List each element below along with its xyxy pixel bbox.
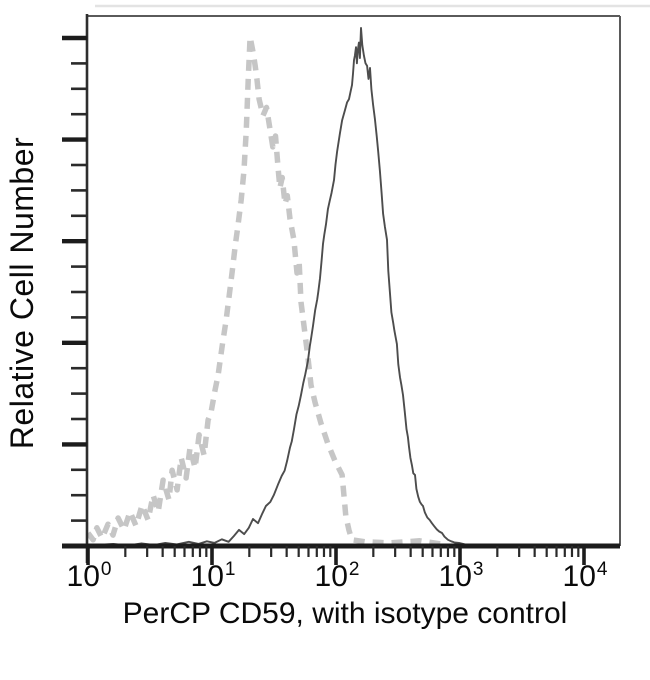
tick-exponent: 0: [100, 559, 112, 580]
tick-exponent: 4: [596, 559, 608, 580]
tick-base: 10: [190, 560, 224, 593]
curves-layer: [85, 27, 583, 547]
tick-base: 10: [438, 560, 472, 593]
plot-frame: [62, 14, 621, 563]
x-tick-label-10e3: 103: [438, 559, 484, 594]
y-axis-ticks: [62, 35, 87, 522]
tick-exponent: 3: [472, 559, 484, 580]
y-axis-label: Relative Cell Number: [4, 136, 40, 450]
x-axis-label: PerCP CD59, with isotype control: [122, 597, 568, 630]
percp-cd59-curve: [87, 27, 583, 547]
isotype-control-curve: [85, 34, 441, 547]
x-tick-label-10e2: 102: [314, 559, 360, 594]
tick-base: 10: [562, 560, 596, 593]
x-tick-label-10e1: 101: [190, 559, 236, 594]
x-axis-ticks: [86, 546, 586, 565]
x-tick-label-10e4: 104: [562, 559, 608, 594]
x-tick-label-10e0: 100: [66, 559, 112, 594]
tick-base: 10: [314, 560, 348, 593]
tick-base: 10: [66, 560, 100, 593]
tick-exponent: 2: [348, 559, 360, 580]
tick-exponent: 1: [224, 559, 236, 580]
